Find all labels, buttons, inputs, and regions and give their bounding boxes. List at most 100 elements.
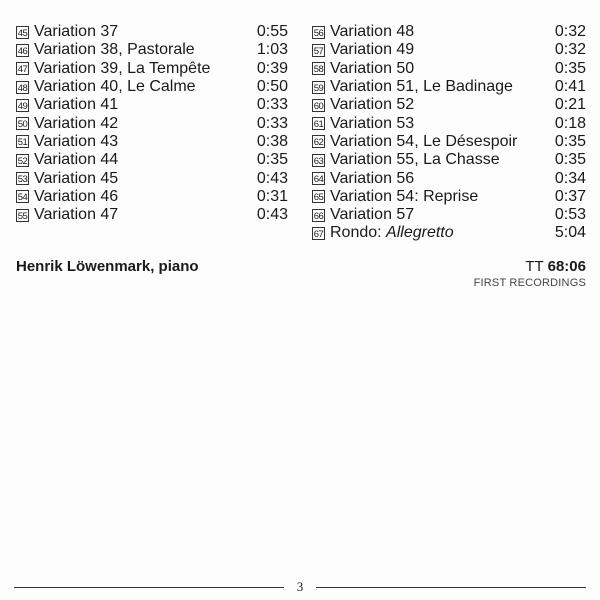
track-duration: 0:21 <box>554 96 586 114</box>
track-number-box: 56 <box>312 25 325 39</box>
track-row: 62 Variation 54, Le Désespoir 0:35 <box>312 133 586 151</box>
track-row: 47 Variation 39, La Tempête 0:39 <box>16 60 288 78</box>
track-title: Variation 51, Le Badinage <box>330 78 555 96</box>
track-row: 65 Variation 54: Reprise 0:37 <box>312 188 586 206</box>
track-title: Variation 38, Pastorale <box>34 41 257 59</box>
track-number-box: 64 <box>312 172 325 186</box>
track-duration: 0:53 <box>554 206 586 224</box>
track-number-box: 58 <box>312 62 325 76</box>
track-duration: 0:33 <box>256 96 288 114</box>
total-value: 68:06 <box>547 258 586 275</box>
track-duration: 0:55 <box>256 23 288 41</box>
track-title-tempo: Allegretto <box>386 224 454 242</box>
track-title-text: Variation 55, La Chasse <box>330 151 500 169</box>
track-row: 57 Variation 49 0:32 <box>312 41 586 59</box>
track-title-text: Variation 53 <box>330 114 415 132</box>
track-title-text: Variation 51, Le Badinage <box>330 78 513 96</box>
track-duration: 0:43 <box>256 169 288 187</box>
track-duration: 1:03 <box>256 41 288 59</box>
track-row: 51 Variation 43 0:38 <box>16 133 288 151</box>
total-label: TT <box>525 258 544 275</box>
track-title: Variation 49 <box>330 41 555 59</box>
track-number-box: 49 <box>16 98 29 112</box>
track-duration: 0:50 <box>256 78 288 96</box>
track-title-text: Variation 42 <box>34 114 119 132</box>
track-title-text: Variation 46 <box>34 187 119 205</box>
track-number-box: 62 <box>312 135 325 149</box>
track-row: 66 Variation 57 0:53 <box>312 206 586 224</box>
track-row: 48 Variation 40, Le Calme 0:50 <box>16 78 288 96</box>
track-title-text: Variation 56 <box>330 169 415 187</box>
track-number-box: 45 <box>16 25 29 39</box>
track-title: Variation 44 <box>34 151 257 169</box>
track-title: Variation 39, La Tempête <box>34 60 257 78</box>
track-duration: 0:34 <box>554 169 586 187</box>
track-title-text: Variation 43 <box>34 132 119 150</box>
track-duration: 0:38 <box>256 132 288 150</box>
track-duration: 5:04 <box>554 224 586 242</box>
track-row: 58 Variation 50 0:35 <box>312 60 586 78</box>
track-row: 53 Variation 45 0:43 <box>16 169 288 187</box>
track-title: Variation 52 <box>330 96 555 114</box>
track-title: Variation 50 <box>330 60 555 78</box>
track-duration: 0:32 <box>554 23 586 41</box>
track-row: 45 Variation 37 0:55 <box>16 23 288 41</box>
track-duration: 0:18 <box>554 114 586 132</box>
track-title-text: Variation 38, Pastorale <box>34 41 195 59</box>
track-title: Variation 41 <box>34 96 257 114</box>
track-title-text: Variation 45 <box>34 169 119 187</box>
track-title: Variation 47 <box>34 206 257 224</box>
track-row: 56 Variation 48 0:32 <box>312 23 586 41</box>
track-title: Variation 55, La Chasse <box>330 151 555 169</box>
track-row: 61 Variation 53 0:18 <box>312 114 586 132</box>
track-title-text: Variation 48 <box>330 23 415 41</box>
track-row: 64 Variation 56 0:34 <box>312 169 586 187</box>
track-number-box: 67 <box>312 226 325 240</box>
track-title-text: Variation 39, La Tempête <box>34 59 211 77</box>
track-duration: 0:32 <box>554 41 586 59</box>
track-title-text: Variation 54, Le Désespoir <box>330 132 518 150</box>
track-duration: 0:31 <box>256 187 288 205</box>
track-number-box: 57 <box>312 43 325 57</box>
track-row: 59 Variation 51, Le Badinage 0:41 <box>312 78 586 96</box>
track-title-text: Variation 54: Reprise <box>330 187 479 205</box>
track-title: Variation 43 <box>34 133 257 151</box>
footer-rule-left <box>14 587 284 588</box>
track-title-text: Variation 50 <box>330 59 415 77</box>
track-title-text: Variation 57 <box>330 206 415 224</box>
recording-note: FIRST RECORDINGS <box>473 277 586 289</box>
track-title: Variation 40, Le Calme <box>34 78 257 96</box>
track-title-text: Variation 49 <box>330 41 415 59</box>
track-title-text: Variation 52 <box>330 96 415 114</box>
track-row: 50 Variation 42 0:33 <box>16 114 288 132</box>
track-duration: 0:35 <box>256 151 288 169</box>
track-title-text: Rondo: <box>330 224 387 242</box>
track-title: Variation 57 <box>330 206 555 224</box>
track-row: 60 Variation 52 0:21 <box>312 96 586 114</box>
track-row: 55 Variation 47 0:43 <box>16 206 288 224</box>
track-number-box: 60 <box>312 98 325 112</box>
track-title: Variation 54: Reprise <box>330 188 555 206</box>
track-row: 46 Variation 38, Pastorale 1:03 <box>16 41 288 59</box>
page-number: 3 <box>296 579 304 594</box>
track-number-box: 50 <box>16 117 29 131</box>
track-number-box: 51 <box>16 135 29 149</box>
track-row: 52 Variation 44 0:35 <box>16 151 288 169</box>
track-number-box: 65 <box>312 190 325 204</box>
track-title-text: Variation 47 <box>34 206 119 224</box>
track-title: Rondo: Allegretto <box>330 224 555 242</box>
track-number-box: 53 <box>16 172 29 186</box>
track-number-box: 47 <box>16 62 29 76</box>
footer-rule-right <box>316 587 586 588</box>
track-title: Variation 48 <box>330 23 555 41</box>
track-title: Variation 46 <box>34 188 257 206</box>
total-time: TT 68:06 <box>525 258 586 275</box>
track-duration: 0:37 <box>554 187 586 205</box>
performer: Henrik Löwenmark, piano <box>16 258 199 275</box>
track-title: Variation 53 <box>330 115 555 133</box>
track-title: Variation 56 <box>330 170 555 188</box>
track-title: Variation 42 <box>34 115 257 133</box>
track-number-box: 54 <box>16 190 29 204</box>
track-title-text: Variation 40, Le Calme <box>34 78 196 96</box>
track-row: 54 Variation 46 0:31 <box>16 188 288 206</box>
